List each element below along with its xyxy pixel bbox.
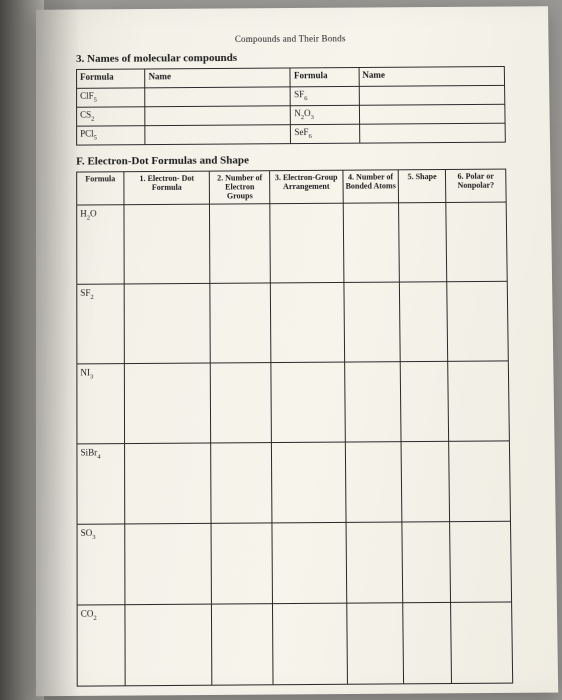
tf-h0: Formula <box>77 172 124 205</box>
tf-c-0-3[interactable] <box>270 203 344 283</box>
tf-c-5-1[interactable] <box>125 604 212 686</box>
tf-c-3-3[interactable] <box>272 442 346 523</box>
tf-c-1-2[interactable] <box>210 283 271 363</box>
tf-c-2-3[interactable] <box>271 362 345 442</box>
tf-c-1-5[interactable] <box>400 281 448 361</box>
tf-c-5-4[interactable] <box>346 602 403 684</box>
tf-h5: 5. Shape <box>398 169 446 202</box>
t3-right-2: SeF6 <box>291 124 360 143</box>
tf-r1: SF2 <box>77 284 125 364</box>
tf-c-0-2[interactable] <box>210 203 271 283</box>
tf-h1: 1. Electron- Dot Formula <box>124 171 210 204</box>
t3-left-0: ClF5 <box>77 88 146 107</box>
tf-c-4-1[interactable] <box>125 523 212 604</box>
tf-r5: CO2 <box>77 604 125 685</box>
tf-c-3-1[interactable] <box>125 443 212 524</box>
tf-c-0-6[interactable] <box>446 202 507 282</box>
section-3-title: 3. Names of molecular compounds <box>76 50 505 65</box>
tf-c-2-2[interactable] <box>211 362 272 442</box>
tf-r2: NI3 <box>77 363 125 443</box>
tf-r3: SiBr4 <box>77 443 125 524</box>
tf-h6: 6. Polar or Nonpolar? <box>446 169 507 202</box>
tf-h3: 3. Electron-Group Arrangement <box>270 170 343 203</box>
tf-c-2-4[interactable] <box>344 361 401 441</box>
col-name-right: Name <box>359 66 505 86</box>
col-name-left: Name <box>145 68 291 88</box>
tf-c-4-4[interactable] <box>346 522 403 603</box>
electron-dot-table: Formula 1. Electron- Dot Formula 2. Numb… <box>76 169 513 687</box>
tf-c-4-3[interactable] <box>272 522 346 603</box>
tf-c-3-6[interactable] <box>449 440 511 521</box>
molecular-compounds-table: Formula Name Formula Name ClF5 SF6 CS2 N… <box>76 66 506 146</box>
t3-right-1: N2O3 <box>291 105 360 124</box>
t3-lname-0[interactable] <box>145 87 291 107</box>
t3-lname-1[interactable] <box>145 106 291 126</box>
tf-r4: SO3 <box>77 524 125 605</box>
tf-h2: 2. Number of Electron Groups <box>210 171 270 204</box>
tf-c-2-1[interactable] <box>124 363 211 444</box>
tf-c-5-3[interactable] <box>273 603 348 685</box>
t3-rname-0[interactable] <box>359 85 505 105</box>
tf-c-3-2[interactable] <box>211 442 272 523</box>
tf-c-0-1[interactable] <box>124 204 210 284</box>
tf-c-3-4[interactable] <box>345 441 402 522</box>
tf-c-2-6[interactable] <box>448 360 510 440</box>
tf-c-4-6[interactable] <box>450 521 512 602</box>
worksheet-page: Compounds and Their Bonds 3. Names of mo… <box>36 6 558 696</box>
t3-rname-2[interactable] <box>359 123 505 143</box>
t3-left-2: PCl5 <box>77 126 146 145</box>
tf-c-5-6[interactable] <box>451 602 513 684</box>
col-formula-right: Formula <box>290 68 359 87</box>
t3-right-0: SF6 <box>291 86 360 105</box>
tf-h4: 4. Number of Bonded Atoms <box>343 170 399 203</box>
tf-c-4-2[interactable] <box>211 522 272 603</box>
tf-c-1-1[interactable] <box>124 283 210 363</box>
tf-c-2-5[interactable] <box>400 361 448 441</box>
t3-lname-2[interactable] <box>145 125 291 145</box>
tf-c-1-4[interactable] <box>344 282 401 362</box>
tf-c-0-5[interactable] <box>399 202 447 282</box>
tf-c-5-5[interactable] <box>403 602 452 683</box>
t3-rname-1[interactable] <box>359 104 505 124</box>
tf-c-5-2[interactable] <box>212 603 273 685</box>
t3-left-1: CS2 <box>77 107 146 126</box>
tf-c-0-4[interactable] <box>343 202 400 282</box>
col-formula-left: Formula <box>77 69 145 88</box>
tf-r0: H2O <box>77 204 124 284</box>
tf-c-1-3[interactable] <box>270 282 344 362</box>
page-header: Compounds and Their Bonds <box>76 32 504 45</box>
tf-c-3-5[interactable] <box>401 441 450 522</box>
tf-c-4-5[interactable] <box>402 521 451 602</box>
tf-c-1-6[interactable] <box>447 281 508 361</box>
section-f-title: F. Electron-Dot Formulas and Shape <box>76 153 506 168</box>
